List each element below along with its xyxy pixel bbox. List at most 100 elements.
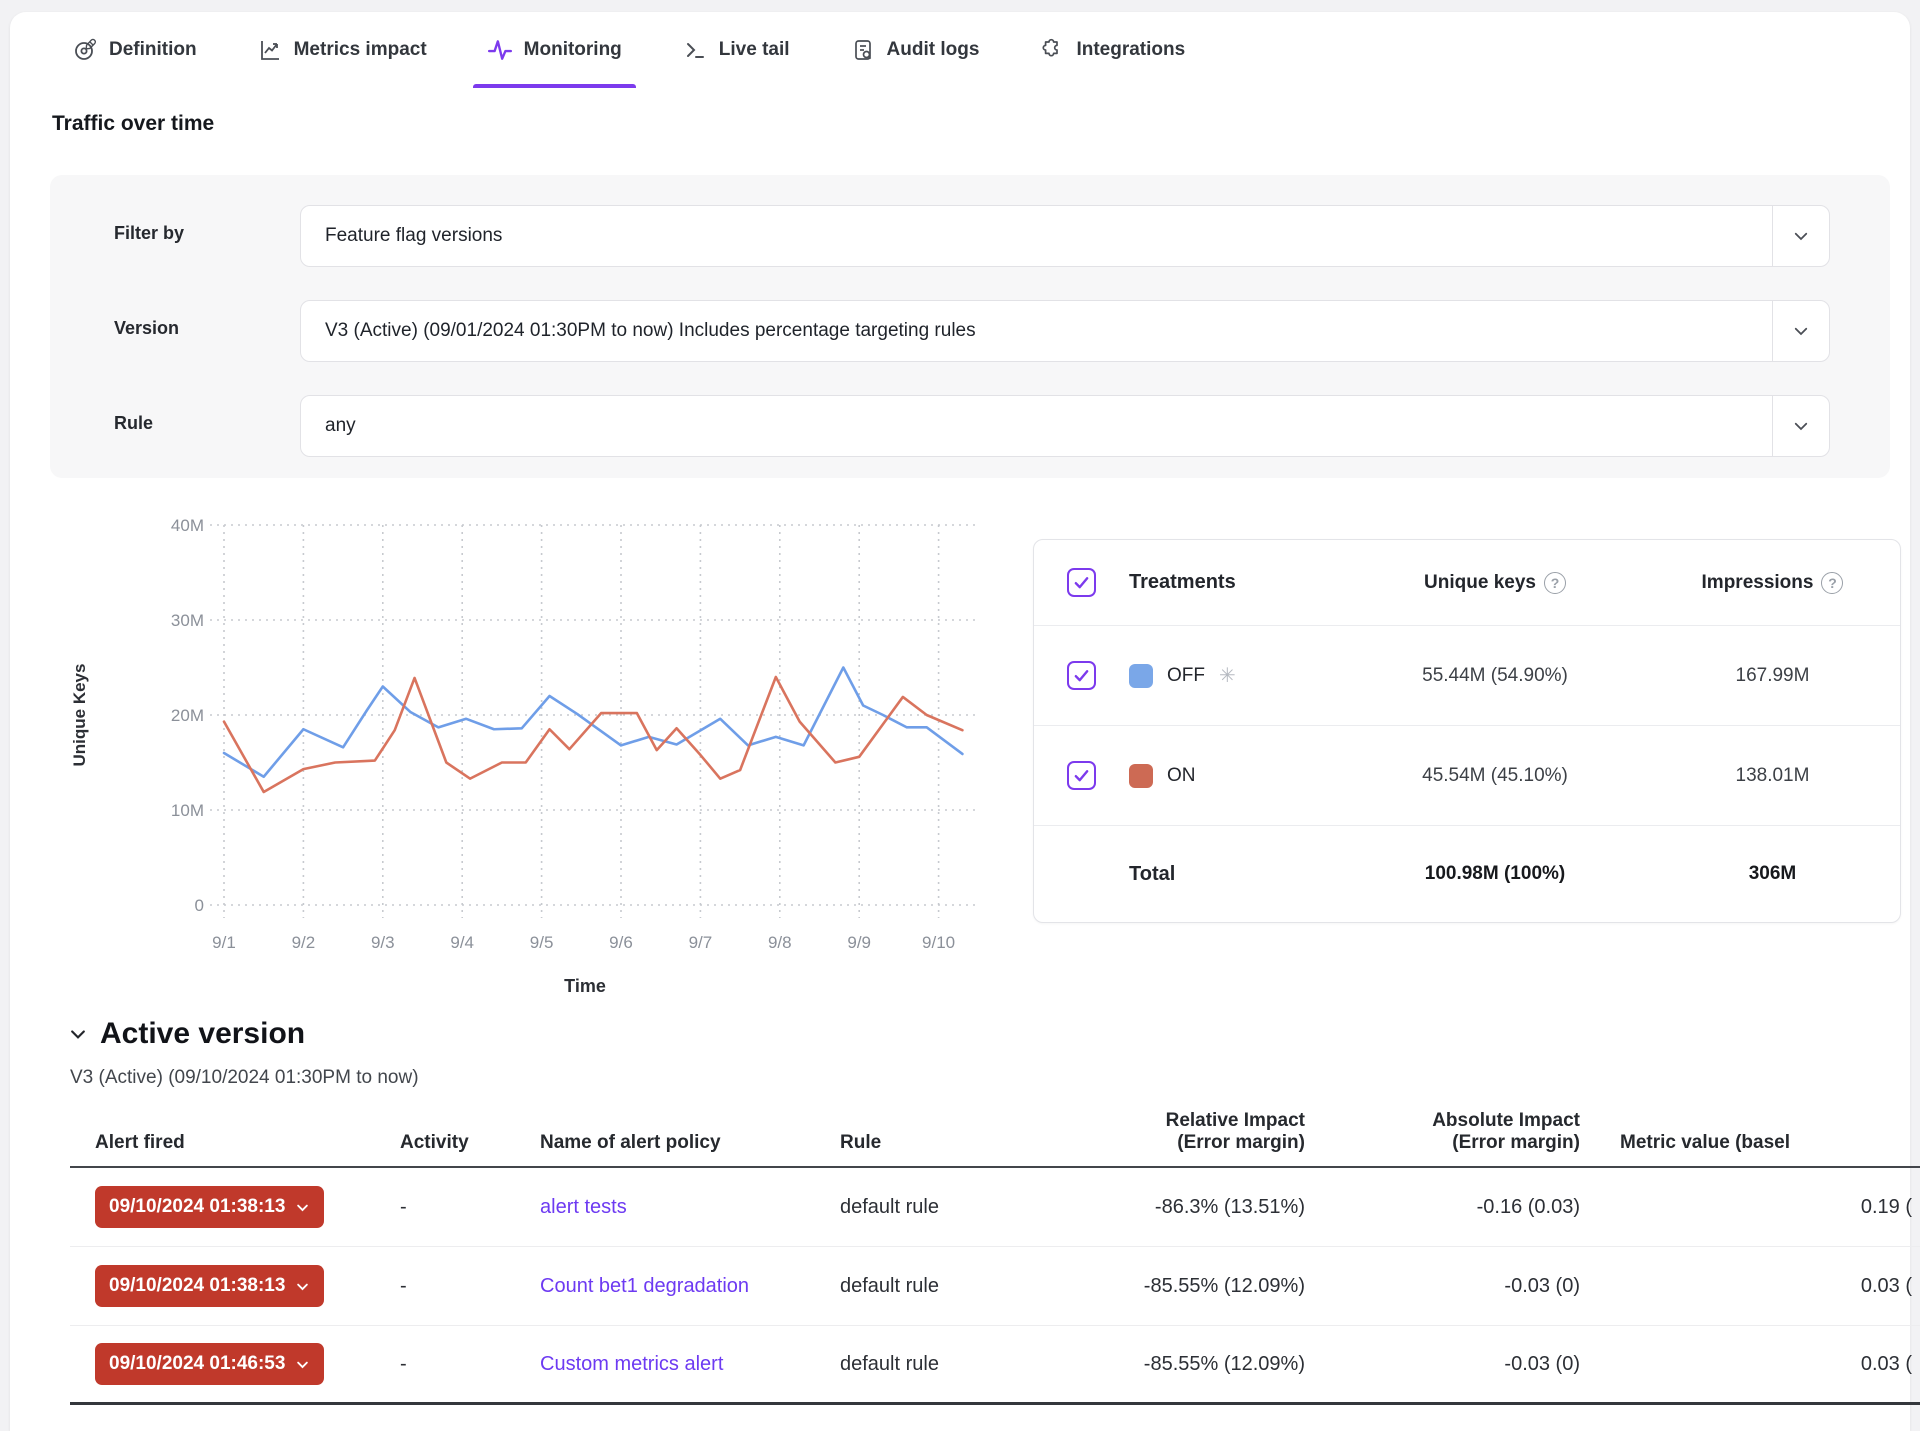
- svg-text:9/5: 9/5: [530, 933, 554, 952]
- monitoring-icon: [487, 37, 513, 63]
- col-alert-fired: Alert fired: [95, 1132, 185, 1153]
- metrics-impact-icon: [257, 37, 283, 63]
- off-unique-keys: 55.44M (54.90%): [1422, 664, 1568, 686]
- collapse-chevron-icon[interactable]: [68, 1024, 88, 1044]
- total-label: Total: [1129, 862, 1176, 885]
- alert-absolute-impact: -0.03 (0): [1504, 1352, 1580, 1375]
- help-icon[interactable]: ?: [1821, 571, 1844, 594]
- total-impressions: 306M: [1748, 863, 1797, 884]
- select-divider: [1772, 206, 1773, 266]
- alert-row: 09/10/2024 01:38:13 - Count bet1 degrada…: [70, 1247, 1920, 1326]
- svg-text:9/10: 9/10: [922, 933, 955, 952]
- filter-panel: Filter by Feature flag versions Version …: [50, 175, 1890, 478]
- rule-label: Rule: [114, 413, 154, 433]
- treatments-header-row: Treatments Unique keys ? Impressions ?: [1034, 540, 1900, 626]
- svg-text:9/1: 9/1: [212, 933, 236, 952]
- off-checkbox[interactable]: [1067, 661, 1096, 690]
- alert-rule: default rule: [840, 1195, 939, 1218]
- svg-text:9/4: 9/4: [450, 933, 474, 952]
- audit-logs-icon: [850, 37, 876, 63]
- filter-row-version: Version V3 (Active) (09/01/2024 01:30PM …: [50, 300, 1890, 362]
- tab-label: Integrations: [1076, 39, 1186, 60]
- select-divider: [1772, 396, 1773, 456]
- alert-activity: -: [400, 1274, 407, 1297]
- alert-metric-value: 0.19 (: [1860, 1195, 1912, 1218]
- on-checkbox[interactable]: [1067, 761, 1096, 790]
- alert-policy-link[interactable]: Count bet1 degradation: [540, 1274, 750, 1297]
- version-value: V3 (Active) (09/01/2024 01:30PM to now) …: [325, 320, 976, 341]
- definition-icon: [72, 37, 98, 63]
- col-activity: Activity: [400, 1132, 469, 1153]
- alert-absolute-impact: -0.03 (0): [1504, 1274, 1580, 1297]
- alert-fired-badge[interactable]: 09/10/2024 01:38:13: [95, 1265, 325, 1307]
- chevron-down-icon: [297, 1283, 309, 1290]
- version-select[interactable]: V3 (Active) (09/01/2024 01:30PM to now) …: [300, 300, 1830, 362]
- impressions-header: Impressions ?: [1645, 571, 1900, 594]
- sparkle-icon: ✳: [1219, 665, 1236, 687]
- tab-definition[interactable]: Definition: [58, 12, 211, 88]
- alert-row: 09/10/2024 01:38:13 - alert tests defaul…: [70, 1168, 1920, 1247]
- treatment-name: ON: [1129, 763, 1345, 788]
- alert-rule: default rule: [840, 1274, 939, 1297]
- active-version-subtitle: V3 (Active) (09/10/2024 01:30PM to now): [70, 1067, 419, 1088]
- unique-keys-header: Unique keys ?: [1345, 571, 1645, 594]
- svg-text:0: 0: [195, 896, 204, 915]
- chevron-down-icon[interactable]: [1773, 227, 1829, 245]
- svg-text:9/8: 9/8: [768, 933, 792, 952]
- treatments-select-all-checkbox[interactable]: [1067, 568, 1096, 597]
- svg-text:9/3: 9/3: [371, 933, 395, 952]
- filter-row-filter-by: Filter by Feature flag versions: [50, 205, 1890, 267]
- alert-fired-badge[interactable]: 09/10/2024 01:46:53: [95, 1343, 325, 1385]
- alert-absolute-impact: -0.16 (0.03): [1476, 1195, 1580, 1218]
- tab-monitoring[interactable]: Monitoring: [472, 12, 636, 88]
- svg-text:Time: Time: [564, 976, 606, 996]
- chevron-down-icon: [297, 1204, 309, 1211]
- alert-fired-badge[interactable]: 09/10/2024 01:38:13: [95, 1186, 325, 1228]
- tab-audit-logs[interactable]: Audit logs: [836, 12, 994, 88]
- on-unique-keys: 45.54M (45.10%): [1422, 764, 1568, 786]
- alert-relative-impact: -86.3% (13.51%): [1154, 1195, 1305, 1218]
- tab-live-tail[interactable]: Live tail: [668, 12, 804, 88]
- alert-relative-impact: -85.55% (12.09%): [1143, 1352, 1305, 1375]
- alert-metric-value: 0.03 (: [1860, 1274, 1912, 1297]
- svg-text:9/9: 9/9: [847, 933, 871, 952]
- svg-text:9/7: 9/7: [689, 933, 713, 952]
- traffic-chart-svg: 0 10M 20M 30M 40M 9/1 9/2 9/3 9/4 9/5 9/6 9/7 9/8 9/9…: [70, 516, 975, 996]
- tab-label: Audit logs: [886, 39, 980, 60]
- page-title: Traffic over time: [52, 112, 215, 135]
- svg-text:Unique Keys: Unique Keys: [70, 664, 89, 767]
- chevron-down-icon[interactable]: [1773, 417, 1829, 435]
- filter-by-label: Filter by: [114, 223, 185, 243]
- svg-text:20M: 20M: [171, 706, 204, 725]
- alert-rule: default rule: [840, 1352, 939, 1375]
- traffic-chart: 0 10M 20M 30M 40M 9/1 9/2 9/3 9/4 9/5 9/6 9/7 9/8 9/9…: [10, 500, 1015, 1025]
- alerts-table: Alert fired Activity Name of alert polic…: [70, 1110, 1920, 1405]
- on-impressions: 138.01M: [1735, 764, 1810, 786]
- treatments-total-row: Total 100.98M (100%) 306M: [1034, 826, 1900, 922]
- treatments-table: Treatments Unique keys ? Impressions ? O…: [1033, 539, 1901, 923]
- active-version-title: Active version: [100, 1017, 306, 1050]
- filter-row-rule: Rule any: [50, 395, 1890, 457]
- filter-by-select[interactable]: Feature flag versions: [300, 205, 1830, 267]
- alert-activity: -: [400, 1195, 407, 1218]
- on-color-swatch: [1129, 763, 1153, 788]
- chevron-down-icon[interactable]: [1773, 322, 1829, 340]
- select-divider: [1772, 301, 1773, 361]
- rule-select[interactable]: any: [300, 395, 1830, 457]
- col-relative-impact: Relative Impact (Error margin): [1165, 1110, 1305, 1153]
- help-icon[interactable]: ?: [1543, 571, 1566, 594]
- treatment-row-on: ON 45.54M (45.10%) 138.01M: [1034, 726, 1900, 826]
- col-metric-value: Metric value (basel: [1620, 1132, 1791, 1153]
- total-unique-keys: 100.98M (100%): [1424, 863, 1566, 884]
- alert-policy-link[interactable]: Custom metrics alert: [540, 1352, 724, 1375]
- treatment-name: OFF ✳: [1129, 663, 1345, 688]
- active-version-header[interactable]: Active version: [68, 1017, 305, 1051]
- svg-text:9/6: 9/6: [609, 933, 633, 952]
- svg-text:10M: 10M: [171, 801, 204, 820]
- treatments-header: Treatments: [1129, 571, 1236, 593]
- version-label: Version: [114, 318, 180, 338]
- tab-metrics-impact[interactable]: Metrics impact: [243, 12, 441, 88]
- tab-integrations[interactable]: Integrations: [1025, 12, 1199, 88]
- col-policy: Name of alert policy: [540, 1132, 721, 1153]
- alert-policy-link[interactable]: alert tests: [540, 1195, 627, 1218]
